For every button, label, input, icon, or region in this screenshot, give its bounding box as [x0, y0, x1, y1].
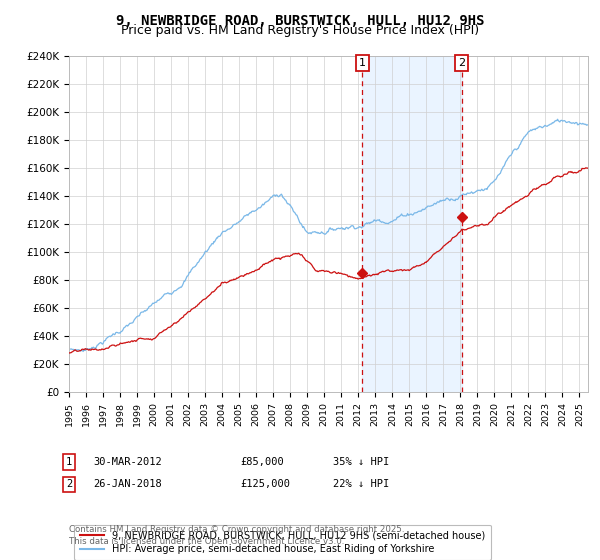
- Text: 30-MAR-2012: 30-MAR-2012: [93, 457, 162, 467]
- Text: 26-JAN-2018: 26-JAN-2018: [93, 479, 162, 489]
- Text: Price paid vs. HM Land Registry's House Price Index (HPI): Price paid vs. HM Land Registry's House …: [121, 24, 479, 37]
- Bar: [362, 56, 461, 392]
- Text: 1: 1: [359, 58, 366, 68]
- Text: 2: 2: [66, 479, 72, 489]
- Text: Contains HM Land Registry data © Crown copyright and database right 2025.
This d: Contains HM Land Registry data © Crown c…: [69, 525, 404, 546]
- Text: 9, NEWBRIDGE ROAD, BURSTWICK, HULL, HU12 9HS: 9, NEWBRIDGE ROAD, BURSTWICK, HULL, HU12…: [116, 14, 484, 28]
- Text: 1: 1: [66, 457, 72, 467]
- Text: 22% ↓ HPI: 22% ↓ HPI: [333, 479, 389, 489]
- Text: 35% ↓ HPI: 35% ↓ HPI: [333, 457, 389, 467]
- Legend: 9, NEWBRIDGE ROAD, BURSTWICK, HULL, HU12 9HS (semi-detached house), HPI: Average: 9, NEWBRIDGE ROAD, BURSTWICK, HULL, HU12…: [74, 525, 491, 560]
- Text: 2: 2: [458, 58, 465, 68]
- Text: £85,000: £85,000: [240, 457, 284, 467]
- Text: £125,000: £125,000: [240, 479, 290, 489]
